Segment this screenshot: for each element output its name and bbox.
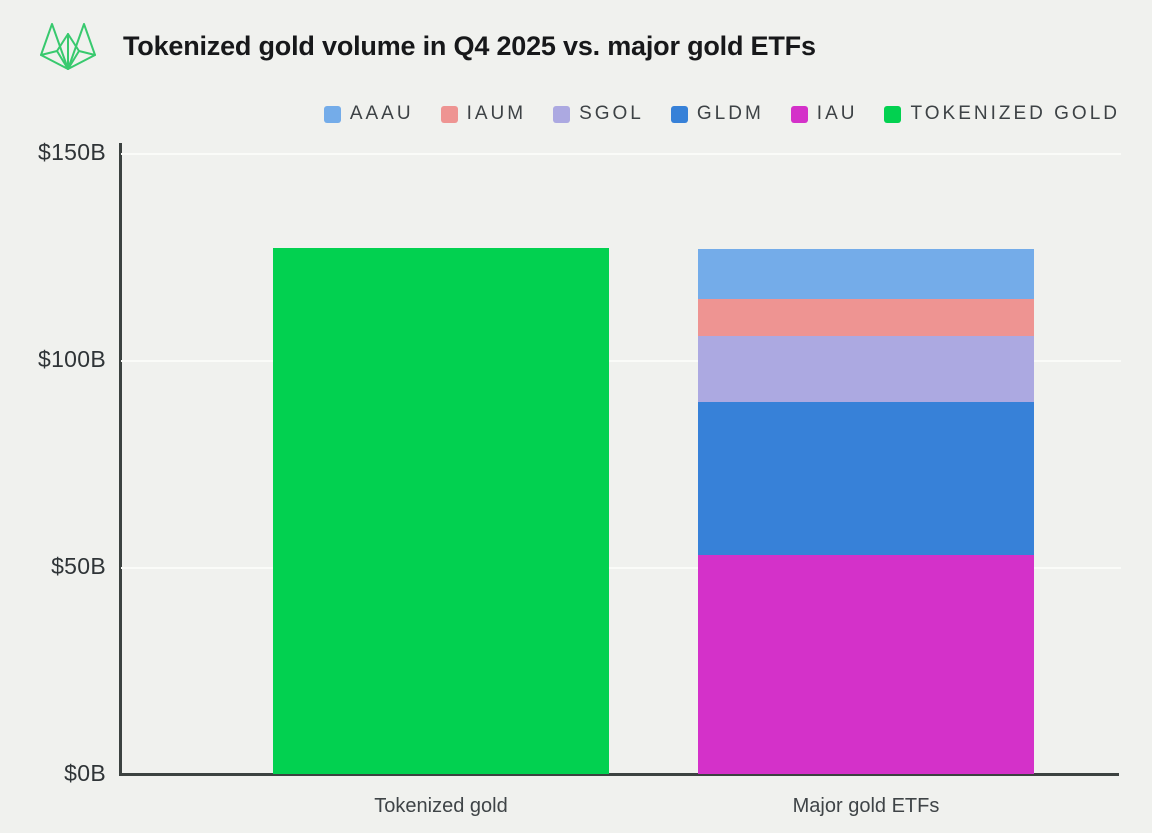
- plot-area: [121, 153, 1121, 774]
- legend-label: SGOL: [579, 103, 644, 124]
- x-axis-line: [119, 773, 1119, 776]
- gridline-100: [121, 360, 1121, 362]
- legend-label: IAU: [816, 103, 858, 124]
- bar-segment-tokenized-gold: [273, 248, 609, 774]
- legend-item-tokenized-gold: TOKENIZED GOLD: [884, 103, 1120, 125]
- legend-swatch: [553, 105, 571, 123]
- bar-segment-iau: [698, 555, 1034, 774]
- legend-item-iaum: IAUM: [440, 103, 527, 125]
- x-axis-label-tokenized-gold: Tokenized gold: [374, 795, 508, 817]
- legend-item-gldm: GLDM: [670, 103, 764, 125]
- legend-swatch: [790, 105, 808, 123]
- legend-swatch: [884, 105, 902, 123]
- gridline-50: [121, 567, 1121, 569]
- legend-item-iau: IAU: [790, 103, 858, 125]
- legend-item-sgol: SGOL: [553, 103, 644, 125]
- page-title: Tokenized gold volume in Q4 2025 vs. maj…: [123, 31, 816, 61]
- bar-segment-aaau: [698, 249, 1034, 299]
- bar-segment-gldm: [698, 402, 1034, 555]
- chart-legend: AAAU IAUM SGOL GLDM IAU TOKENIZED GOLD: [323, 103, 1120, 125]
- y-tick-label-0: $0B: [64, 760, 106, 786]
- legend-swatch: [440, 105, 458, 123]
- wireframe-fox-logo: [40, 23, 96, 70]
- y-axis-line: [119, 143, 122, 776]
- legend-label: AAAU: [349, 103, 414, 124]
- legend-item-aaau: AAAU: [323, 103, 414, 125]
- legend-swatch: [323, 105, 341, 123]
- legend-swatch: [670, 105, 688, 123]
- legend-label: IAUM: [466, 103, 527, 124]
- legend-label: TOKENIZED GOLD: [910, 103, 1120, 124]
- y-tick-label-150: $150B: [37, 139, 106, 165]
- x-axis-label-major-gold-etfs: Major gold ETFs: [792, 795, 940, 817]
- y-tick-label-50: $50B: [51, 553, 106, 579]
- gridline-150: [121, 153, 1121, 155]
- y-tick-label-100: $100B: [37, 346, 106, 372]
- legend-label: GLDM: [696, 103, 764, 124]
- bar-segment-sgol: [698, 336, 1034, 402]
- bar-segment-iaum: [698, 299, 1034, 336]
